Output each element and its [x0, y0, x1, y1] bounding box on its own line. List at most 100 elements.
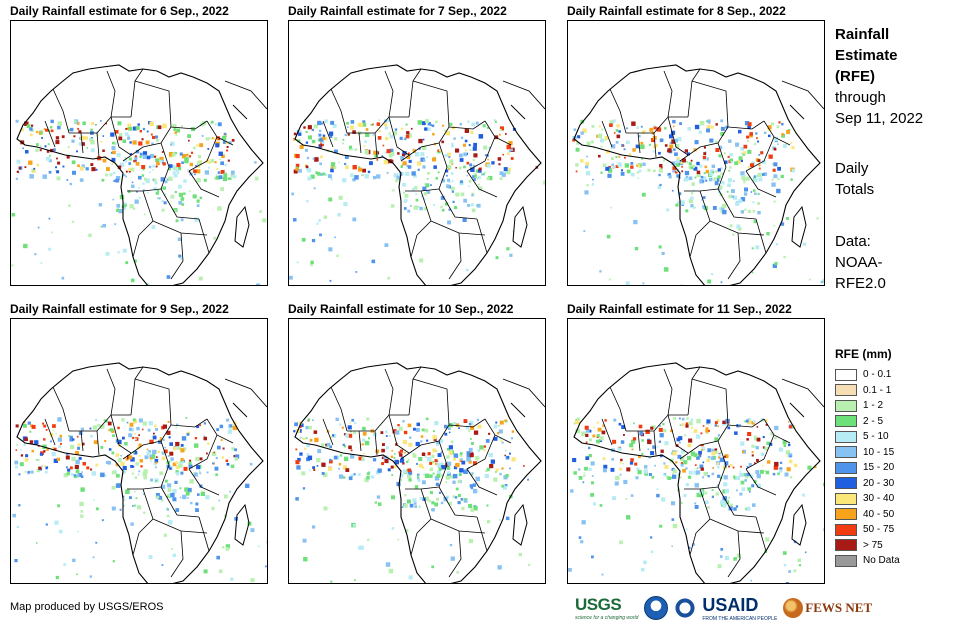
rain-cell	[145, 140, 150, 145]
rain-cell	[777, 143, 779, 145]
rain-cell	[312, 466, 315, 469]
rain-cell	[486, 177, 490, 181]
rain-cell	[48, 170, 52, 174]
rain-cell	[135, 149, 140, 154]
rain-cell	[684, 170, 690, 176]
rain-cell	[139, 152, 143, 156]
rain-cell	[488, 175, 493, 181]
rain-cell	[628, 153, 632, 156]
rain-cell	[631, 121, 636, 126]
rain-cell	[457, 479, 461, 483]
rain-cell	[482, 124, 486, 128]
rain-cell	[358, 456, 363, 461]
rain-cell	[132, 418, 136, 422]
rain-cell	[124, 132, 129, 136]
rain-cell	[622, 144, 625, 147]
rain-cell	[66, 179, 69, 181]
rain-cell	[417, 120, 423, 125]
rain-cell	[471, 194, 474, 197]
rain-cell	[328, 131, 334, 136]
rain-cell	[352, 130, 356, 134]
rain-cell	[384, 459, 389, 464]
rain-cell	[642, 162, 646, 166]
rain-cell	[118, 209, 123, 214]
rain-cell	[198, 470, 201, 472]
rain-cell	[747, 166, 750, 169]
rain-cell	[677, 454, 682, 459]
rain-cell	[714, 181, 719, 186]
rain-cell	[225, 544, 230, 549]
rain-cell	[468, 185, 470, 187]
rain-cell	[79, 178, 84, 182]
rain-cell	[117, 251, 120, 254]
rain-cell	[385, 562, 391, 567]
rain-cell	[122, 139, 127, 143]
rain-cell	[76, 474, 80, 478]
rain-cell	[208, 166, 210, 169]
rain-cell	[688, 546, 691, 549]
rain-cell	[686, 528, 688, 531]
rain-cell	[176, 162, 181, 167]
rain-cell	[695, 434, 701, 439]
rain-cell	[307, 125, 312, 130]
rain-cell	[602, 468, 607, 473]
rain-cell	[455, 167, 457, 169]
rain-cell	[421, 428, 425, 432]
rain-cell	[523, 465, 525, 467]
rain-cell	[633, 422, 635, 425]
legend-swatch	[835, 554, 857, 567]
rain-cell	[159, 471, 164, 476]
rain-cell	[724, 555, 730, 561]
rain-cell	[183, 447, 187, 451]
rain-cell	[686, 152, 690, 156]
rain-cell	[296, 261, 299, 264]
rain-cell	[318, 219, 321, 222]
rain-cell	[217, 206, 222, 211]
rain-cell	[509, 452, 511, 455]
rain-cell	[91, 471, 97, 476]
rain-cell	[445, 481, 448, 483]
rain-cell	[703, 471, 708, 476]
rain-cell	[716, 419, 720, 422]
rain-cell	[654, 144, 658, 148]
country-border	[663, 368, 673, 416]
legend-item: 20 - 30	[835, 476, 900, 492]
rain-cell	[472, 164, 476, 168]
rain-cell	[751, 271, 754, 274]
rain-cell	[148, 165, 152, 169]
rain-cell	[18, 167, 21, 170]
rain-cell	[249, 462, 253, 466]
rain-cell	[418, 457, 423, 462]
legend-label: 0.1 - 1	[863, 384, 892, 396]
rain-cell	[149, 458, 152, 461]
rain-cell	[95, 418, 98, 422]
rain-cell	[19, 462, 24, 467]
country-border	[110, 414, 132, 454]
rain-cell	[779, 469, 783, 473]
rain-cell	[207, 148, 210, 150]
rain-cell	[70, 473, 74, 476]
rain-cell	[131, 472, 134, 475]
country-border	[198, 516, 210, 552]
rain-cell	[374, 153, 378, 158]
country-border	[374, 132, 378, 158]
country-border	[388, 414, 410, 454]
rain-cell	[725, 125, 729, 129]
rain-cell	[168, 520, 173, 525]
rain-cell	[754, 435, 757, 438]
rain-cell	[359, 545, 364, 550]
rain-cell	[169, 442, 173, 446]
rain-cell	[436, 473, 441, 478]
rain-cell	[706, 128, 710, 133]
rain-cell	[688, 176, 693, 181]
rain-cell	[159, 439, 162, 442]
rain-cell	[70, 444, 75, 450]
rain-cell	[412, 187, 415, 191]
rain-cell	[175, 219, 179, 223]
rain-cell	[402, 420, 405, 423]
rain-cell	[317, 138, 321, 142]
rain-cell	[635, 144, 640, 149]
rain-cell	[168, 168, 171, 171]
rain-cell	[399, 136, 403, 140]
country-border	[160, 188, 200, 220]
